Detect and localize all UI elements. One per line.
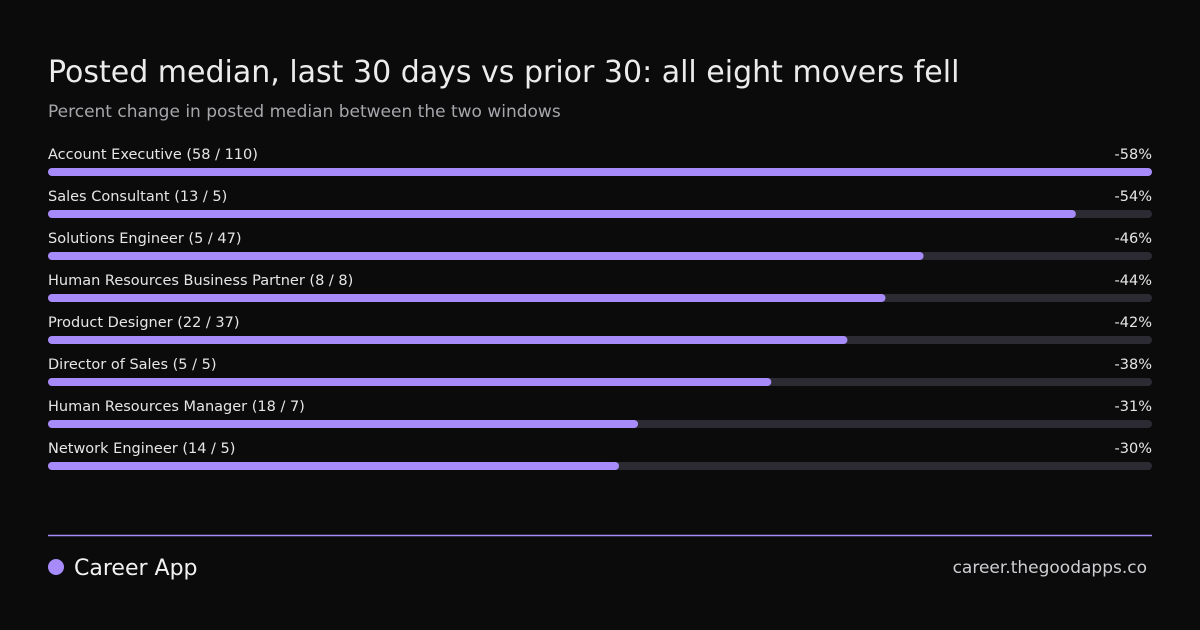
category-label: Human Resources Manager (18 / 7) <box>48 399 305 415</box>
bar <box>48 168 1152 176</box>
value-label: -46% <box>1115 231 1152 247</box>
category-label: Human Resources Business Partner (8 / 8) <box>48 273 353 289</box>
category-label: Account Executive (58 / 110) <box>48 147 258 163</box>
bar <box>48 462 620 470</box>
value-label: -30% <box>1115 441 1152 457</box>
chart-title: Posted median, last 30 days vs prior 30:… <box>48 55 959 90</box>
category-label: Director of Sales (5 / 5) <box>48 357 217 373</box>
footer-url: career.thegoodapps.co <box>953 558 1147 578</box>
value-label: -44% <box>1115 273 1152 289</box>
value-label: -42% <box>1115 315 1152 331</box>
brand-dot <box>48 559 64 575</box>
value-label: -31% <box>1115 399 1152 415</box>
value-label: -38% <box>1115 357 1152 373</box>
bar <box>48 378 772 386</box>
bar <box>48 210 1076 218</box>
value-label: -54% <box>1115 189 1152 205</box>
category-label: Product Designer (22 / 37) <box>48 315 240 331</box>
value-label: -58% <box>1115 147 1152 163</box>
category-label: Sales Consultant (13 / 5) <box>48 189 227 205</box>
brand-name: Career App <box>74 556 198 581</box>
category-label: Solutions Engineer (5 / 47) <box>48 231 242 247</box>
bar <box>48 420 639 428</box>
bar <box>48 294 886 302</box>
bar <box>48 252 924 260</box>
bar <box>48 336 848 344</box>
chart-subtitle: Percent change in posted median between … <box>48 102 561 122</box>
category-label: Network Engineer (14 / 5) <box>48 441 235 457</box>
